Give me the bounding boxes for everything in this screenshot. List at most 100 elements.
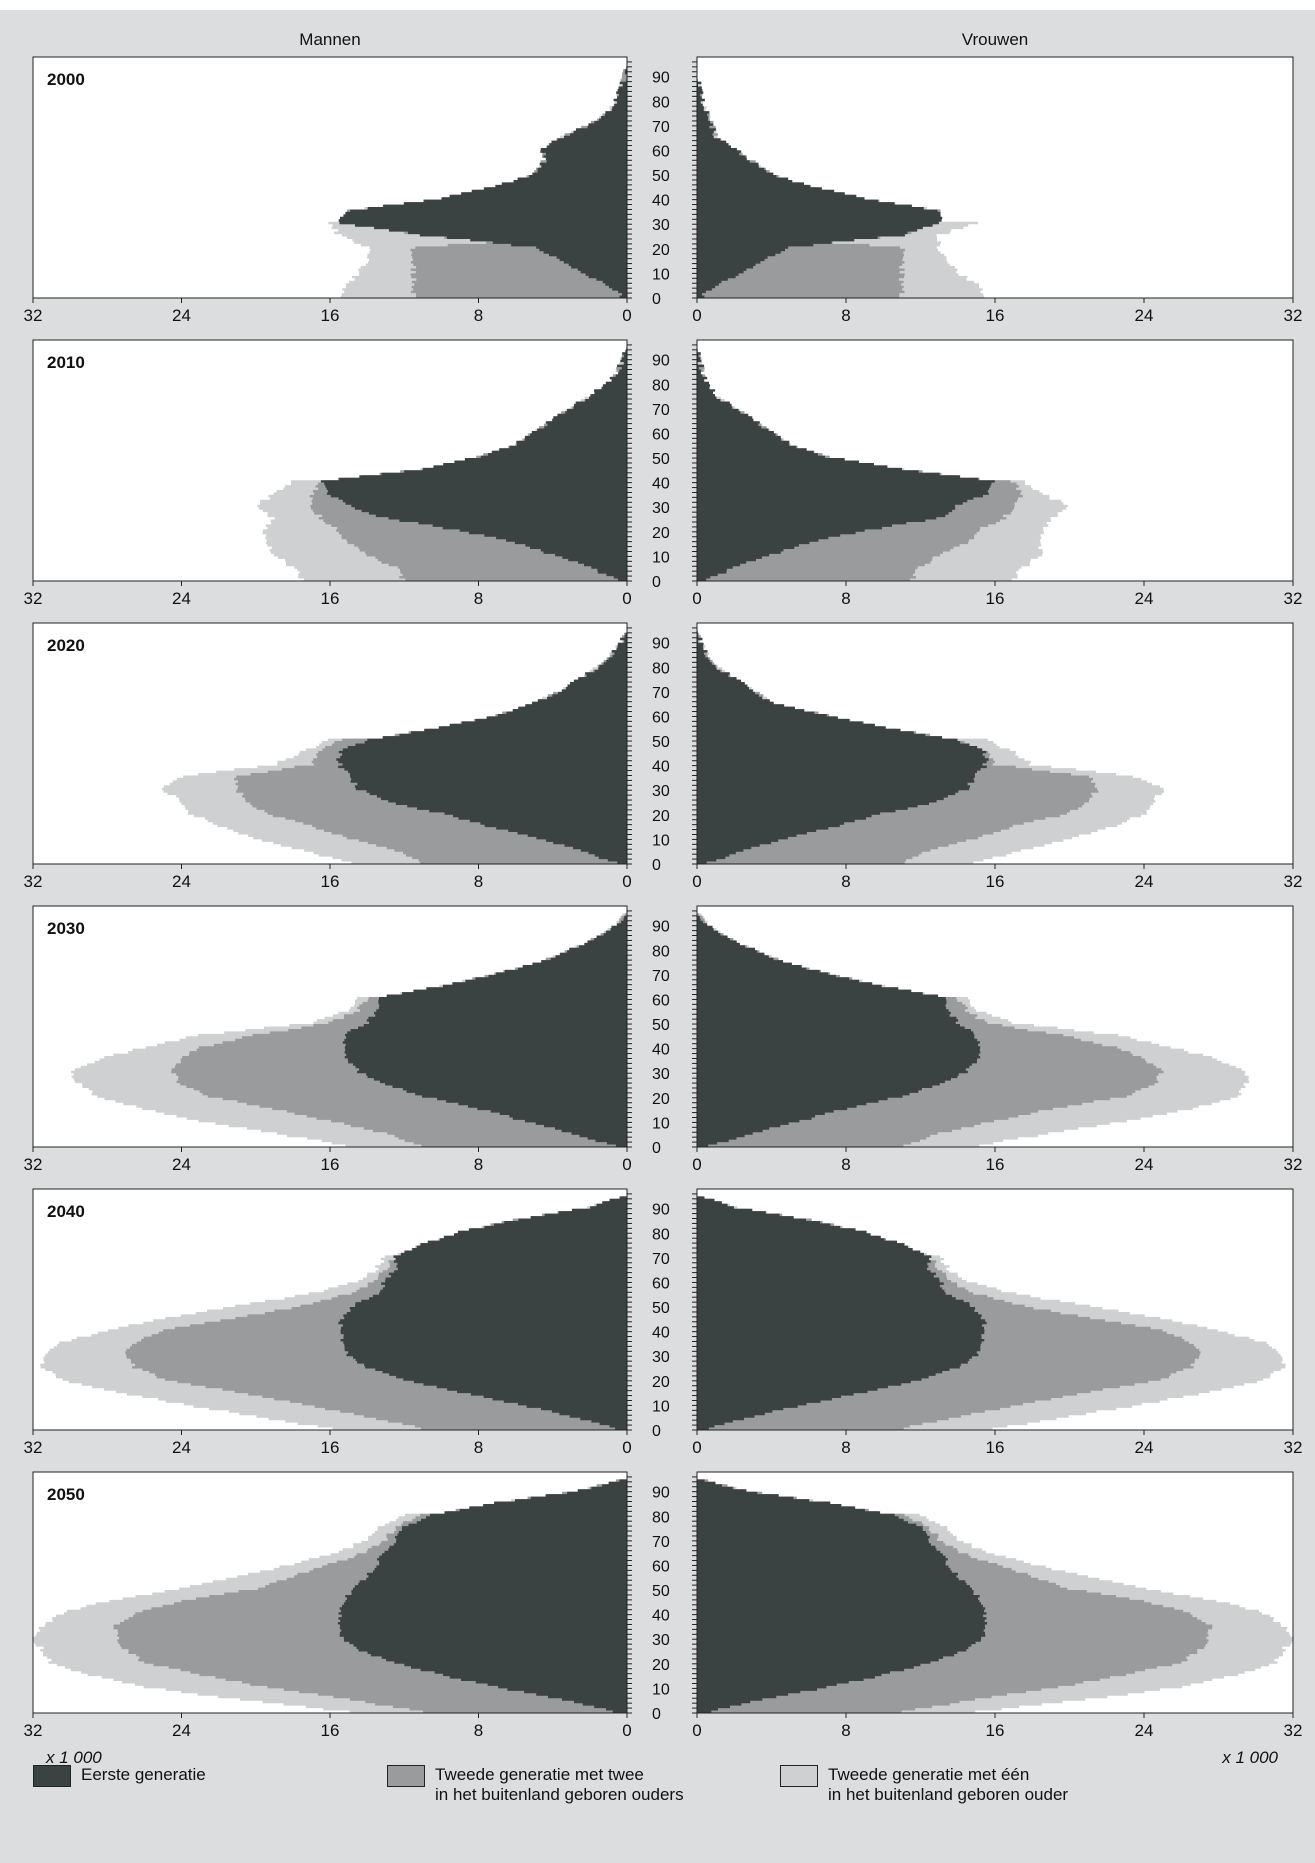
x-tick-label-men: 24 <box>172 872 191 891</box>
year-label-2030: 2030 <box>47 919 85 938</box>
age-tick-label: 40 <box>652 759 670 776</box>
area-first-women-2000 <box>697 59 943 298</box>
x-tick-label-women: 0 <box>692 589 701 608</box>
x-tick-label-women: 8 <box>841 306 850 325</box>
unit-label-men: x 1 000 <box>45 1748 102 1763</box>
x-tick-label-women: 16 <box>986 1438 1005 1457</box>
age-tick-label: 80 <box>652 1226 670 1243</box>
x-tick-label-women: 0 <box>692 872 701 891</box>
age-tick-label: 40 <box>652 1325 670 1342</box>
age-tick-label: 50 <box>652 1300 670 1317</box>
year-label-2020: 2020 <box>47 636 85 655</box>
side-title-women: Vrouwen <box>962 30 1028 49</box>
age-tick-label: 30 <box>652 1066 670 1083</box>
x-tick-label-women: 0 <box>692 1721 701 1740</box>
legend-swatch-first <box>33 1765 71 1787</box>
x-tick-label-women: 24 <box>1135 872 1154 891</box>
age-tick-label: 90 <box>652 353 670 370</box>
x-tick-label-men: 16 <box>321 872 340 891</box>
unit-label-women: x 1 000 <box>1221 1748 1278 1763</box>
age-tick-label: 50 <box>652 168 670 185</box>
area-first-women-2030 <box>697 908 981 1147</box>
age-tick-label: 40 <box>652 476 670 493</box>
x-tick-label-men: 0 <box>622 1721 631 1740</box>
age-tick-label: 10 <box>652 1115 670 1132</box>
area-first-women-2040 <box>697 1191 987 1430</box>
age-tick-label: 90 <box>652 70 670 87</box>
x-tick-label-women: 0 <box>692 1155 701 1174</box>
age-tick-label: 80 <box>652 1509 670 1526</box>
x-tick-label-women: 8 <box>841 1438 850 1457</box>
x-tick-label-men: 24 <box>172 1438 191 1457</box>
age-tick-label: 50 <box>652 734 670 751</box>
legend-label-second-one: Tweede generatie met één in het buitenla… <box>828 1765 1069 1804</box>
x-tick-label-women: 32 <box>1284 1438 1303 1457</box>
x-tick-label-men: 32 <box>24 1721 43 1740</box>
legend-item-second-one: Tweede generatie met één in het buitenla… <box>780 1765 1068 1805</box>
age-tick-label: 20 <box>652 1091 670 1108</box>
area-first-women-2050 <box>697 1474 988 1713</box>
legend: Eerste generatie Tweede generatie met tw… <box>0 1765 1315 1855</box>
x-tick-label-men: 24 <box>172 1155 191 1174</box>
x-tick-label-men: 8 <box>474 306 483 325</box>
legend-swatch-second-one <box>780 1765 818 1787</box>
x-tick-label-men: 8 <box>474 1155 483 1174</box>
x-tick-label-men: 32 <box>24 872 43 891</box>
x-tick-label-women: 24 <box>1135 1721 1154 1740</box>
x-tick-label-women: 24 <box>1135 306 1154 325</box>
age-tick-label: 70 <box>652 968 670 985</box>
age-tick-label: 0 <box>652 291 661 308</box>
year-label-2010: 2010 <box>47 353 85 372</box>
legend-label-first: Eerste generatie <box>81 1765 206 1784</box>
x-tick-label-men: 8 <box>474 1438 483 1457</box>
x-tick-label-men: 16 <box>321 306 340 325</box>
age-tick-label: 60 <box>652 709 670 726</box>
x-tick-label-men: 32 <box>24 1155 43 1174</box>
x-tick-label-men: 24 <box>172 1721 191 1740</box>
x-tick-label-men: 16 <box>321 1721 340 1740</box>
x-tick-label-men: 24 <box>172 589 191 608</box>
area-first-men-2040 <box>338 1191 627 1430</box>
x-tick-label-men: 24 <box>172 306 191 325</box>
age-tick-label: 90 <box>652 919 670 936</box>
x-tick-label-women: 16 <box>986 1721 1005 1740</box>
age-tick-label: 40 <box>652 193 670 210</box>
year-label-2000: 2000 <box>47 70 85 89</box>
age-tick-label: 0 <box>652 1706 661 1723</box>
age-tick-label: 50 <box>652 1583 670 1600</box>
age-tick-label: 30 <box>652 1632 670 1649</box>
x-tick-label-women: 8 <box>841 589 850 608</box>
age-tick-label: 20 <box>652 242 670 259</box>
age-tick-label: 60 <box>652 992 670 1009</box>
age-tick-label: 60 <box>652 143 670 160</box>
age-tick-label: 10 <box>652 549 670 566</box>
x-tick-label-men: 8 <box>474 589 483 608</box>
age-tick-label: 80 <box>652 94 670 111</box>
area-first-men-2010 <box>320 342 627 581</box>
x-tick-label-men: 32 <box>24 306 43 325</box>
x-tick-label-men: 0 <box>622 872 631 891</box>
age-tick-label: 70 <box>652 402 670 419</box>
x-tick-label-women: 0 <box>692 1438 701 1457</box>
age-tick-label: 70 <box>652 1534 670 1551</box>
year-label-2040: 2040 <box>47 1202 85 1221</box>
x-tick-label-women: 24 <box>1135 1155 1154 1174</box>
area-first-men-2050 <box>337 1474 627 1713</box>
age-tick-label: 90 <box>652 1485 670 1502</box>
age-tick-label: 70 <box>652 119 670 136</box>
x-tick-label-women: 32 <box>1284 872 1303 891</box>
age-tick-label: 60 <box>652 1275 670 1292</box>
x-tick-label-men: 8 <box>474 1721 483 1740</box>
area-first-women-2010 <box>697 342 995 581</box>
x-tick-label-women: 8 <box>841 872 850 891</box>
top-strip <box>0 0 1315 10</box>
age-tick-label: 0 <box>652 857 661 874</box>
x-tick-label-men: 16 <box>321 589 340 608</box>
age-tick-label: 90 <box>652 636 670 653</box>
x-tick-label-men: 0 <box>622 1438 631 1457</box>
age-tick-label: 20 <box>652 1374 670 1391</box>
age-tick-label: 40 <box>652 1042 670 1059</box>
age-tick-label: 0 <box>652 1140 661 1157</box>
legend-item-first: Eerste generatie <box>33 1765 206 1787</box>
